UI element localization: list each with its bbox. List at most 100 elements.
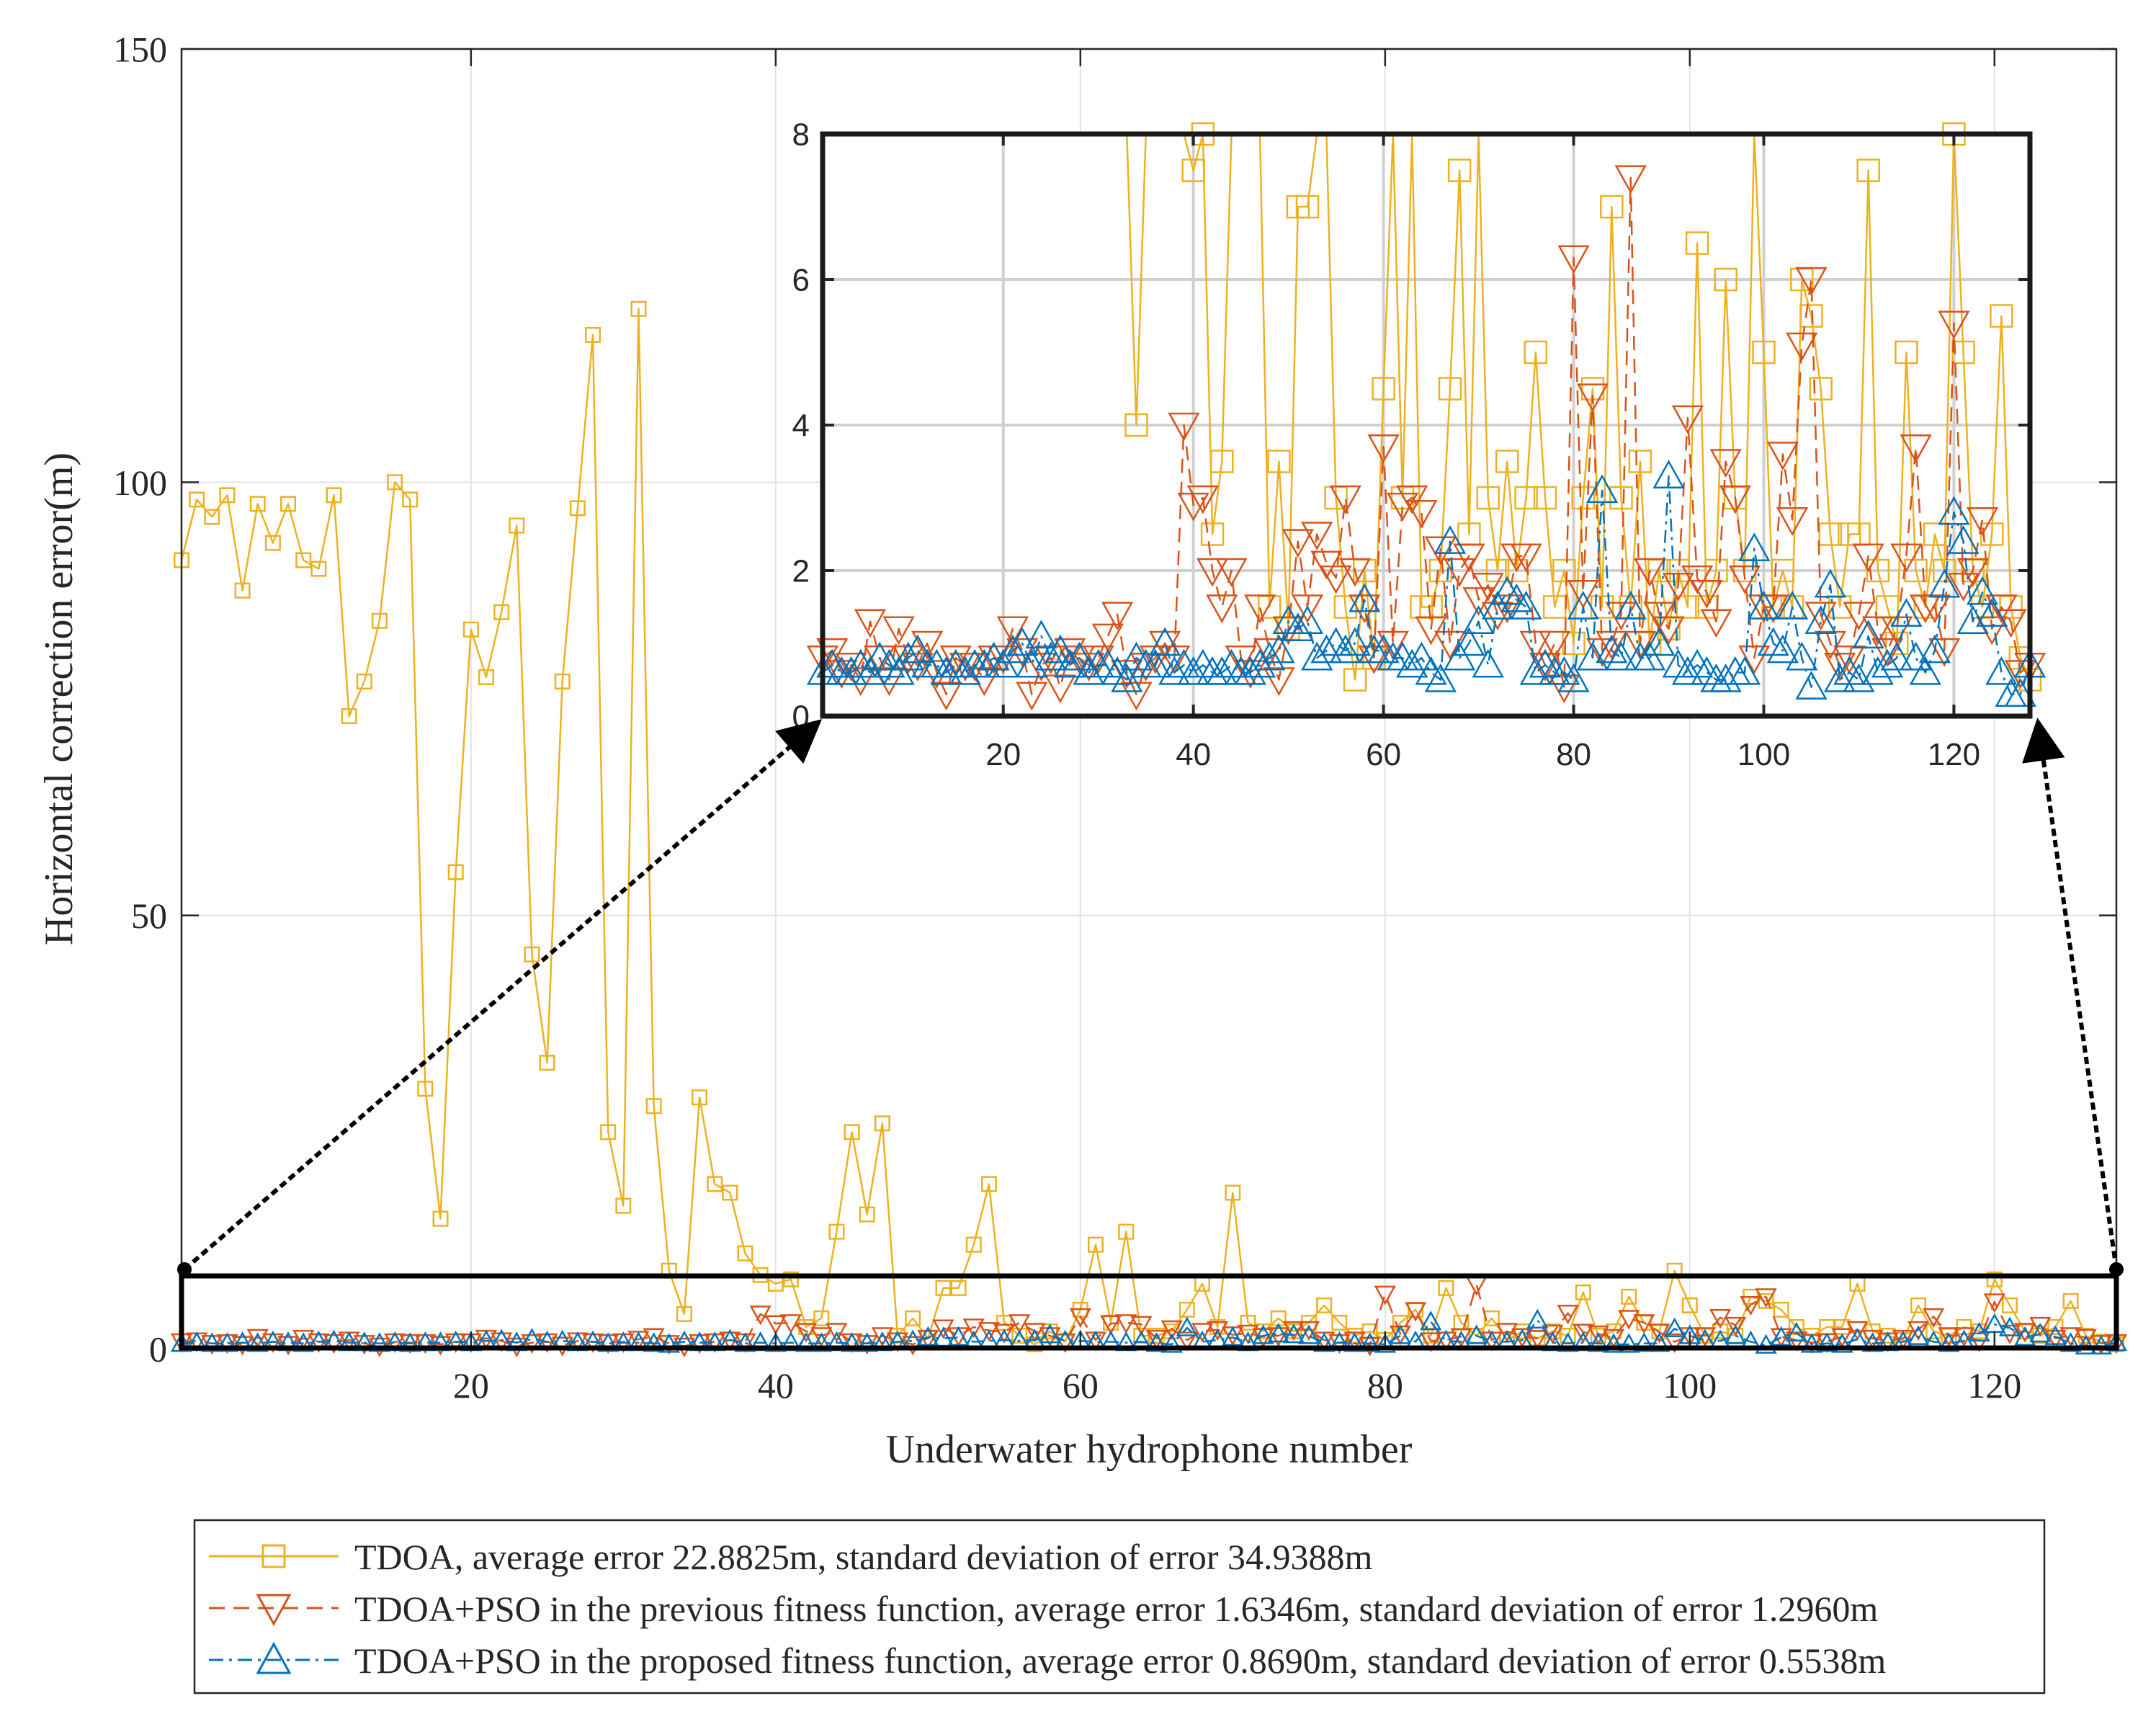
- main-point-pso-previous-54: [978, 1322, 1001, 1342]
- inset-point-pso-proposed-52: [1291, 605, 1324, 634]
- inset-point-pso-proposed-63: [1396, 648, 1428, 678]
- main-point-pso-proposed-112: [1861, 1332, 1884, 1352]
- inset-point-pso-previous-125: [1985, 594, 2018, 624]
- inset-point-tdoa-42: [1200, 522, 1225, 546]
- inset-point-pso-proposed-27: [1053, 648, 1086, 678]
- inset-point-pso-proposed-103: [1776, 590, 1809, 620]
- main-point-pso-proposed-109: [1816, 1332, 1838, 1352]
- inset-point-pso-previous-31: [1091, 623, 1124, 653]
- main-point-pso-previous-73: [1267, 1327, 1289, 1347]
- legend-label-tdoa: TDOA, average error 22.8825m, standard d…: [354, 1537, 1373, 1577]
- inset-point-pso-proposed-69: [1453, 627, 1485, 656]
- main-point-pso-previous-68: [1191, 1323, 1214, 1343]
- inset-point-pso-previous-65: [1415, 616, 1447, 646]
- main-point-pso-proposed-123: [2029, 1322, 2052, 1343]
- inset-point-pso-proposed-88: [1634, 641, 1666, 671]
- main-point-tdoa-54: [980, 1176, 997, 1192]
- inset-ytick-label-4: 8: [792, 117, 810, 152]
- main-point-pso-previous-56: [1008, 1314, 1031, 1334]
- inset-point-pso-proposed-120: [1938, 496, 1970, 525]
- inset-point-pso-proposed-112: [1861, 656, 1894, 685]
- inset-point-tdoa-81: [1571, 486, 1595, 510]
- main-point-tdoa-19: [447, 864, 464, 880]
- inset-point-pso-proposed-111: [1852, 620, 1884, 649]
- inset-point-pso-previous-84: [1596, 630, 1628, 660]
- inset-point-tdoa-92: [1676, 595, 1700, 619]
- inset-point-pso-proposed-85: [1605, 641, 1637, 671]
- main-point-tdoa-51: [935, 1280, 952, 1296]
- main-point-tdoa-53: [965, 1236, 982, 1253]
- main-point-pso-previous-13: [353, 1335, 375, 1355]
- main-point-pso-previous-115: [1907, 1321, 1930, 1341]
- main-series-pso-proposed: [170, 1308, 2128, 1355]
- inset-point-pso-previous-37: [1148, 630, 1181, 660]
- inset-point-pso-proposed-117: [1909, 656, 1941, 685]
- inset-point-pso-previous-45: [1225, 645, 1257, 674]
- main-point-tdoa-61: [1087, 1236, 1104, 1253]
- main-point-tdoa-23: [509, 517, 525, 534]
- main-point-pso-previous-32: [643, 1328, 665, 1348]
- legend-item-tdoa: TDOA, average error 22.8825m, standard d…: [209, 1537, 1373, 1577]
- inset-point-pso-proposed-11: [901, 634, 934, 664]
- main-point-tdoa-47: [874, 1115, 890, 1132]
- inset-point-pso-proposed-56: [1329, 634, 1361, 664]
- inset-point-tdoa-40: [1181, 158, 1205, 182]
- inset-point-pso-proposed-106: [1804, 605, 1837, 634]
- main-point-tdoa-37: [722, 1184, 738, 1201]
- main-point-pso-previous-40: [764, 1315, 787, 1335]
- main-point-tdoa-27: [569, 500, 586, 517]
- inset-point-tdoa-118: [1923, 522, 1947, 546]
- inset-point-pso-previous-17: [959, 653, 991, 682]
- inset-point-pso-previous-32: [1101, 602, 1134, 631]
- main-point-pso-previous-64: [1130, 1316, 1153, 1336]
- inset-point-pso-previous-77: [1529, 653, 1562, 682]
- main-point-tdoa-12: [341, 708, 357, 725]
- legend-marker-tdoa: [261, 1544, 286, 1568]
- main-point-pso-proposed-72: [1252, 1324, 1274, 1344]
- main-point-tdoa-100: [1681, 1297, 1698, 1313]
- inset-point-pso-proposed-43: [1206, 656, 1238, 685]
- main-point-pso-proposed-121: [1998, 1316, 2021, 1336]
- inset-point-pso-previous-21: [996, 616, 1029, 646]
- inset-point-pso-proposed-118: [1918, 634, 1951, 664]
- main-point-pso-previous-22: [491, 1332, 513, 1352]
- inset-point-tdoa-71: [1476, 486, 1500, 510]
- main-point-tdoa-44: [828, 1223, 845, 1240]
- inset-series-line-pso-previous: [822, 177, 2031, 695]
- inset-series: [806, 122, 2047, 711]
- main-point-tdoa-21: [478, 669, 494, 685]
- main-point-pso-proposed-58: [1039, 1323, 1061, 1344]
- main-ytick-label-0: 0: [149, 1329, 167, 1370]
- main-point-pso-previous-91: [1542, 1324, 1564, 1344]
- inset-point-pso-proposed-70: [1462, 605, 1495, 634]
- inset-point-pso-previous-94: [1691, 580, 1723, 609]
- main-point-pso-previous-3: [201, 1335, 223, 1355]
- main-point-pso-previous-63: [1115, 1314, 1137, 1334]
- main-point-tdoa-45: [844, 1124, 860, 1140]
- inset-point-pso-previous-61: [1377, 630, 1409, 660]
- inset-point-pso-previous-75: [1510, 543, 1542, 573]
- main-point-tdoa-11: [326, 487, 342, 504]
- main-point-pso-proposed-66: [1160, 1333, 1183, 1353]
- main-point-pso-previous-8: [277, 1336, 300, 1356]
- inset-point-tdoa-85: [1609, 486, 1633, 510]
- inset-xtick-label-3: 80: [1556, 737, 1591, 772]
- legend-marker-pso-proposed: [256, 1641, 292, 1674]
- inset-point-pso-previous-119: [1928, 638, 1961, 667]
- inset-point-tdoa-34: [1124, 413, 1148, 437]
- main-xtick-label-4: 100: [1663, 1365, 1717, 1406]
- inset-point-pso-previous-116: [1900, 434, 1932, 463]
- inset-point-pso-previous-101: [1757, 594, 1789, 624]
- main-point-pso-proposed-38: [734, 1332, 756, 1352]
- inset-point-pso-previous-86: [1614, 165, 1647, 195]
- inset-point-pso-previous-51: [1281, 529, 1314, 558]
- main-point-pso-proposed-80: [1374, 1333, 1396, 1353]
- main-point-pso-previous-42: [795, 1323, 818, 1343]
- main-point-tdoa-22: [493, 604, 510, 620]
- inset-point-pso-previous-66: [1424, 536, 1457, 566]
- main-point-pso-proposed-6: [246, 1332, 269, 1352]
- main-point-pso-proposed-14: [368, 1332, 391, 1352]
- inset-point-pso-proposed-104: [1786, 641, 1818, 671]
- inset-point-pso-proposed-37: [1148, 627, 1181, 656]
